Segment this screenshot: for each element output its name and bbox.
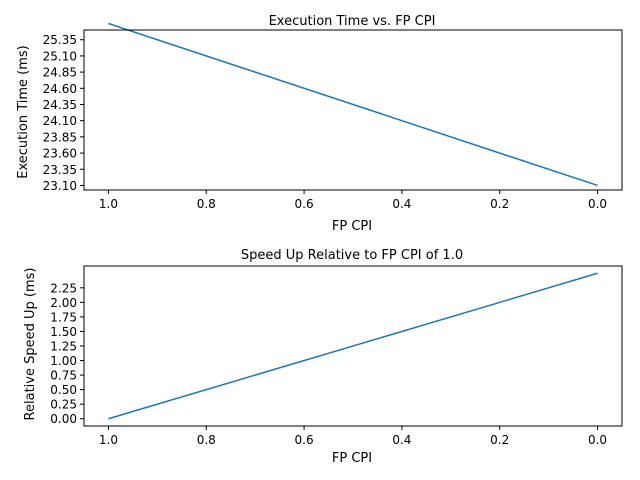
execution-time-y-tick-label: 24.60 xyxy=(43,82,77,96)
speed-up-series-line xyxy=(108,272,598,420)
execution-time-title: Execution Time vs. FP CPI xyxy=(269,14,436,29)
speed-up-x-tick-label: 0.8 xyxy=(197,433,216,447)
execution-time-y-tick-label: 24.35 xyxy=(43,98,77,112)
speed-up-y-tick-label: 2.00 xyxy=(50,296,77,310)
speed-up-ylabel: Relative Speed Up (ms) xyxy=(23,268,38,421)
execution-time-y-tick-label: 23.35 xyxy=(43,163,77,177)
speed-up-y-tick-label: 0.25 xyxy=(50,398,77,412)
speed-up-y-tick-label: 0.00 xyxy=(50,412,77,426)
speed-up-y-tick-label: 1.50 xyxy=(50,325,77,339)
execution-time-series-line xyxy=(108,22,598,187)
speed-up-x-tick-label: 1.0 xyxy=(99,433,118,447)
execution-time-y-tick-label: 25.10 xyxy=(43,49,77,63)
execution-time-x-tick-label: 0.8 xyxy=(197,197,216,211)
speed-up-lines xyxy=(108,272,598,420)
execution-time-xlabel: FP CPI xyxy=(332,219,372,234)
execution-time-y-tick-label: 23.85 xyxy=(43,130,77,144)
execution-time-axes-frame xyxy=(83,29,623,191)
speed-up-xlabel: FP CPI xyxy=(332,451,372,466)
speed-up-y-tick-label: 1.75 xyxy=(50,310,77,324)
execution-time-y-tick-label: 24.85 xyxy=(43,66,77,80)
speed-up-y-tick-label: 0.75 xyxy=(50,369,77,383)
speed-up-y-tick-label: 1.00 xyxy=(50,354,77,368)
execution-time-y-tick-label: 23.10 xyxy=(43,179,77,193)
execution-time-x-tick-label: 0.0 xyxy=(588,197,607,211)
speed-up-x-tick-label: 0.4 xyxy=(392,433,411,447)
speed-up-ticks: 1.0 0.8 0.6 0.4 0.2 0.00.000.250.500.751.001.… xyxy=(50,281,607,447)
speed-up-subplot: Speed Up Relative to FP CPI of 1.0 FP CP… xyxy=(23,248,623,466)
execution-time-ticks: 1.0 0.8 0.6 0.4 0.2 0.0 23.10 23.35 23.60 23.85 24… xyxy=(43,33,607,211)
execution-time-y-tick-label: 24.10 xyxy=(43,114,77,128)
execution-time-lines xyxy=(108,22,598,187)
speed-up-x-tick-label: 0.0 xyxy=(588,433,607,447)
speed-up-title: Speed Up Relative to FP CPI of 1.0 xyxy=(241,248,463,263)
execution-time-x-tick-label: 0.2 xyxy=(490,197,509,211)
speed-up-x-tick-label: 0.6 xyxy=(295,433,314,447)
execution-time-ylabel: Execution Time (ms) xyxy=(16,45,31,178)
speed-up-x-tick-label: 0.2 xyxy=(490,433,509,447)
speed-up-y-tick-label: 2.25 xyxy=(50,281,77,295)
speed-up-y-tick-label: 1.25 xyxy=(50,340,77,354)
execution-time-subplot: Execution Time vs. FP CPI FP CPI Executi… xyxy=(16,14,623,234)
execution-time-y-tick-label: 25.35 xyxy=(43,33,77,47)
speed-up-y-tick-label: 0.50 xyxy=(50,383,77,397)
execution-time-x-tick-label: 1.0 xyxy=(99,197,118,211)
speed-up-axes-frame xyxy=(83,265,623,427)
execution-time-x-tick-label: 0.6 xyxy=(295,197,314,211)
execution-time-x-tick-label: 0.4 xyxy=(392,197,411,211)
execution-time-y-tick-label: 23.60 xyxy=(43,147,77,161)
